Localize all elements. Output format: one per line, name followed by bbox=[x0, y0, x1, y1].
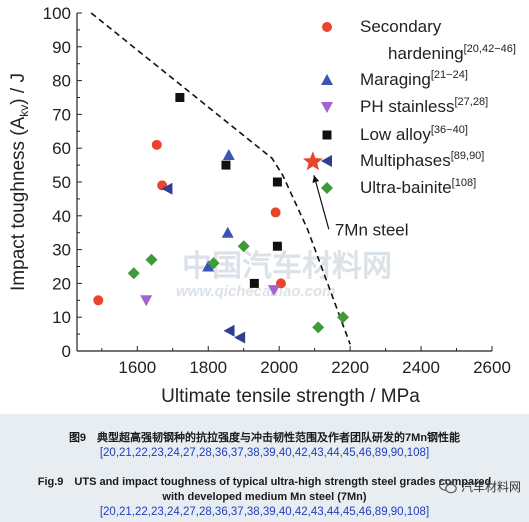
x-axis-title: Ultimate tensile strength / MPa bbox=[161, 386, 420, 407]
legend-label-secondary: Secondary bbox=[360, 17, 442, 36]
y-tick-label: 50 bbox=[52, 173, 71, 192]
legend-marker-secondary bbox=[322, 22, 332, 32]
point-low-alloy bbox=[221, 160, 231, 170]
point-low-alloy bbox=[249, 278, 259, 288]
x-tick-label: 2000 bbox=[260, 358, 298, 377]
legend-marker-multiphases bbox=[321, 155, 332, 167]
y-tick-label: 0 bbox=[62, 342, 71, 361]
strength-boundary-line bbox=[90, 12, 351, 345]
y-tick-label: 60 bbox=[52, 139, 71, 158]
point-multiphases bbox=[223, 324, 235, 337]
point-multiphases bbox=[234, 331, 246, 344]
y-tick-label: 100 bbox=[43, 4, 71, 23]
x-tick-label: 2600 bbox=[473, 358, 511, 377]
legend-marker-maraging bbox=[321, 74, 333, 85]
point-low-alloy bbox=[272, 177, 282, 187]
point-ph-stainless bbox=[267, 285, 280, 297]
point-low-alloy bbox=[272, 241, 282, 251]
legend-label-secondary-line2: hardening[20,42−46] bbox=[388, 43, 516, 63]
point-maraging bbox=[221, 226, 234, 238]
point-multiphases bbox=[161, 182, 173, 195]
wechat-icon bbox=[438, 479, 457, 494]
legend-label-low-alloy: Low alloy[36−40] bbox=[360, 124, 468, 144]
point-secondary bbox=[93, 295, 104, 306]
point-maraging bbox=[202, 260, 215, 272]
legend-marker-ultra-bainite bbox=[321, 182, 333, 194]
point-7mn-steel-star bbox=[302, 151, 323, 171]
caption-cn: 图9 典型超高强韧钢种的抗拉强度与冲击韧性范围及作者团队研发的7Mn钢性能 bbox=[68, 432, 461, 444]
x-tick-label: 2400 bbox=[402, 358, 440, 377]
legend-label-ph-stainless: PH stainless[27,28] bbox=[360, 96, 488, 116]
wechat-badge: 汽车材料网 bbox=[438, 478, 521, 495]
legend-label-maraging: Maraging[21−24] bbox=[360, 69, 468, 89]
y-tick-label: 90 bbox=[52, 38, 71, 57]
y-tick-label: 30 bbox=[52, 241, 71, 260]
point-ph-stainless bbox=[140, 295, 153, 307]
point-secondary bbox=[270, 207, 281, 218]
x-tick-label: 1800 bbox=[189, 358, 227, 377]
point-low-alloy bbox=[175, 93, 185, 102]
watermark: 中国汽车材料网 www.qichecailiao.com bbox=[176, 249, 392, 300]
point-ultra-bainite bbox=[337, 311, 350, 324]
y-tick-label: 10 bbox=[52, 308, 71, 327]
legend-marker-ph-stainless bbox=[321, 102, 333, 113]
y-axis-title: Impact toughness (Akv) / J bbox=[8, 73, 31, 291]
point-ultra-bainite bbox=[237, 240, 250, 253]
legend-marker-low-alloy bbox=[322, 130, 332, 140]
point-ultra-bainite bbox=[145, 253, 158, 266]
x-tick-label: 1600 bbox=[118, 358, 156, 377]
point-secondary bbox=[151, 139, 162, 150]
annotation-7mn-steel: 7Mn steel bbox=[335, 220, 409, 239]
annotation-arrowhead bbox=[312, 175, 320, 183]
caption-refs-cn: [20,21,22,23,24,27,28,36,37,38,39,40,42,… bbox=[99, 447, 430, 459]
legend-label-multiphases: Multiphases[89,90] bbox=[360, 150, 484, 170]
point-maraging bbox=[222, 148, 235, 160]
caption-en-line1: Fig.9 UTS and impact toughness of typica… bbox=[37, 476, 492, 488]
caption-en-line2: with developed medium Mn steel (7Mn) bbox=[162, 491, 367, 503]
legend-label-ultra-bainite: Ultra-bainite[108] bbox=[360, 177, 476, 197]
y-tick-label: 70 bbox=[52, 105, 71, 124]
chart: 中国汽车材料网 www.qichecailiao.com 0 10 20 30 40 50… bbox=[8, 4, 516, 407]
caption-box bbox=[0, 414, 529, 522]
watermark-url: www.qichecailiao.com bbox=[176, 283, 336, 300]
caption-refs-en: [20,21,22,23,24,27,28,36,37,38,39,40,42,… bbox=[99, 506, 430, 518]
watermark-text: 中国汽车材料网 bbox=[182, 249, 392, 284]
point-ultra-bainite bbox=[207, 257, 220, 270]
x-tick-label: 2200 bbox=[331, 358, 369, 377]
wechat-label: 汽车材料网 bbox=[460, 480, 521, 494]
y-tick-label: 20 bbox=[52, 274, 71, 293]
y-tick-label: 80 bbox=[52, 72, 71, 91]
annotation-arrow-line bbox=[313, 175, 330, 230]
y-tick-label: 40 bbox=[52, 207, 71, 226]
point-ultra-bainite bbox=[312, 321, 325, 334]
point-ultra-bainite bbox=[127, 267, 140, 280]
